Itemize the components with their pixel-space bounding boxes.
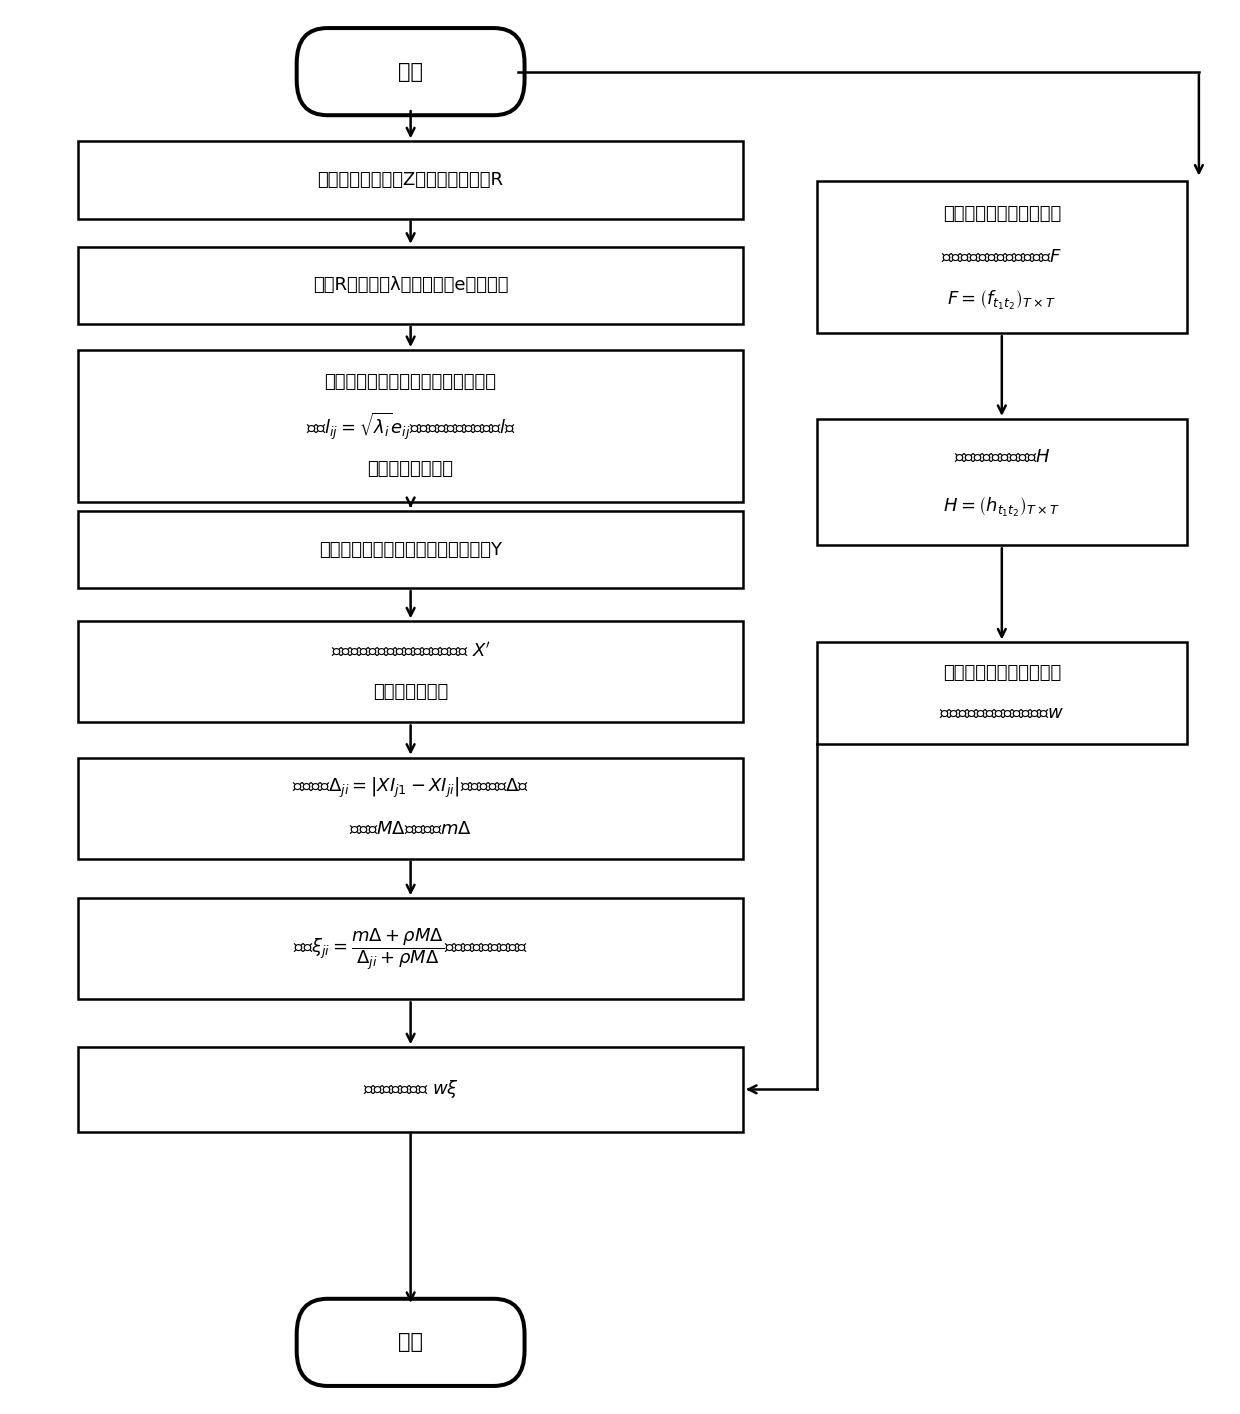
FancyBboxPatch shape xyxy=(78,141,743,219)
Text: 对基于综合得分替换的新数据序列 $X'$: 对基于综合得分替换的新数据序列 $X'$ xyxy=(331,642,491,660)
Text: 转换为模糊一致矩阵$H$: 转换为模糊一致矩阵$H$ xyxy=(954,448,1050,465)
FancyBboxPatch shape xyxy=(78,1048,743,1131)
FancyBboxPatch shape xyxy=(78,898,743,1000)
Text: 进行初值化处理: 进行初值化处理 xyxy=(373,683,448,701)
Text: $H=\left(h_{t_1t_2}\right)_{T\times T}$: $H=\left(h_{t_1t_2}\right)_{T\times T}$ xyxy=(944,496,1060,519)
FancyBboxPatch shape xyxy=(78,349,743,502)
FancyBboxPatch shape xyxy=(817,642,1187,744)
Text: 利用$l_{ij}=\sqrt{\lambda_i}e_{ij}$求解主成分表达式系数$l$，: 利用$l_{ij}=\sqrt{\lambda_i}e_{ij}$求解主成分表达… xyxy=(306,410,516,441)
FancyBboxPatch shape xyxy=(78,758,743,858)
FancyBboxPatch shape xyxy=(817,181,1187,334)
FancyBboxPatch shape xyxy=(78,246,743,324)
FancyBboxPatch shape xyxy=(78,510,743,588)
Text: 根据数据对应的历史时间: 根据数据对应的历史时间 xyxy=(942,205,1061,223)
Text: 求解标准化后序列Z的相关系数序列R: 求解标准化后序列Z的相关系数序列R xyxy=(317,171,503,189)
Text: 得到主成分表达式: 得到主成分表达式 xyxy=(367,460,454,478)
Text: 得到模糊互补优先关系矩阵$F$: 得到模糊互补优先关系矩阵$F$ xyxy=(941,249,1063,266)
FancyBboxPatch shape xyxy=(78,621,743,723)
Text: 求解电力负荷特性与某一: 求解电力负荷特性与某一 xyxy=(942,663,1061,682)
FancyBboxPatch shape xyxy=(817,419,1187,546)
FancyBboxPatch shape xyxy=(296,1299,525,1386)
Text: 根据各主成分的贡献率确定综合得分Y: 根据各主成分的贡献率确定综合得分Y xyxy=(319,540,502,559)
Text: $F=\left(f_{t_1t_2}\right)_{T\times T}$: $F=\left(f_{t_1t_2}\right)_{T\times T}$ xyxy=(947,288,1056,312)
Text: 结束: 结束 xyxy=(398,1332,423,1352)
Text: 影响因素关联系数的权重值$w$: 影响因素关联系数的权重值$w$ xyxy=(939,704,1064,723)
Text: 根据$\xi_{ji}=\dfrac{m\Delta+\rho M\Delta}{\Delta_{ji}+\rho M\Delta}$得到关联度系数序列: 根据$\xi_{ji}=\dfrac{m\Delta+\rho M\Delta}… xyxy=(293,926,528,971)
Text: 求解R的特征值λ、特征向量e、贡献率: 求解R的特征值λ、特征向量e、贡献率 xyxy=(312,276,508,294)
Text: 计算加权关联度 $w\xi$: 计算加权关联度 $w\xi$ xyxy=(362,1079,459,1100)
FancyBboxPatch shape xyxy=(296,28,525,115)
Text: 选择满足条件的特征值和特征向量，: 选择满足条件的特征值和特征向量， xyxy=(325,373,496,392)
Text: 根据公式$\Delta_{ji}=\left|XI_{j1}-XI_{ji}\right|$求解差序列$\Delta$，: 根据公式$\Delta_{ji}=\left|XI_{j1}-XI_{ji}\r… xyxy=(293,776,529,800)
Text: 开始: 开始 xyxy=(398,62,423,82)
Text: 最大差$M\Delta$及最小差$m\Delta$: 最大差$M\Delta$及最小差$m\Delta$ xyxy=(350,820,472,837)
